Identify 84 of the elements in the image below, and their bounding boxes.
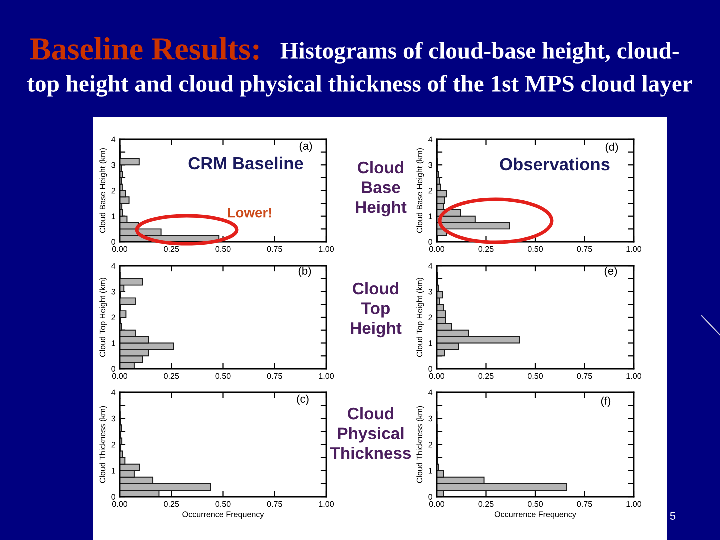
y-tick-label: 4 xyxy=(428,136,433,142)
y-tick-label: 1 xyxy=(112,340,116,346)
x-tick-label: 0.75 xyxy=(267,373,282,380)
x-tick-label: 1.00 xyxy=(626,501,642,508)
y-axis-title: Cloud Thickness (km) xyxy=(100,406,108,484)
text: Histograms of cloud-base height, cloud- xyxy=(280,42,679,64)
x-tick-label: 1.00 xyxy=(319,246,334,252)
x-tick-label: 0.75 xyxy=(267,246,282,252)
x-tick-label: 0.75 xyxy=(577,373,592,380)
x-tick-label: 1.00 xyxy=(319,501,334,508)
annotation: CRM Baseline xyxy=(188,156,304,170)
x-tick-label: 0.25 xyxy=(164,246,180,252)
annotation: (a) xyxy=(300,142,312,152)
text: 5 xyxy=(670,512,676,520)
annotation: (f) xyxy=(601,396,611,408)
y-axis-title: Cloud Top Height (km) xyxy=(100,278,108,358)
x-tick-label: 0.50 xyxy=(528,501,544,508)
y-tick-label: 0 xyxy=(112,366,116,372)
y-tick-label: 4 xyxy=(112,390,116,396)
x-tick-label: 0.75 xyxy=(577,246,592,252)
y-tick-label: 0 xyxy=(428,366,433,372)
x-tick-label: 0.50 xyxy=(216,373,231,380)
x-tick-label: 0.00 xyxy=(112,501,128,508)
y-tick-label: 3 xyxy=(112,289,116,295)
y-tick-label: 3 xyxy=(428,162,432,168)
text: Cloud Physical Thickness xyxy=(330,407,412,460)
x-tick-label: 0.25 xyxy=(164,373,180,380)
y-tick-label: 1 xyxy=(428,214,432,220)
y-tick-label: 2 xyxy=(112,188,116,194)
x-tick-label: 0.00 xyxy=(429,246,445,252)
x-tick-label: 0.50 xyxy=(528,246,544,252)
y-tick-label: 1 xyxy=(428,340,432,346)
x-tick-label: 1.00 xyxy=(319,373,334,380)
text: Cloud Base Height xyxy=(356,161,407,217)
x-tick-label: 0.00 xyxy=(429,373,445,380)
x-tick-label: 1.00 xyxy=(626,246,642,252)
x-tick-label: 0.50 xyxy=(528,373,544,380)
y-tick-label: 4 xyxy=(112,263,116,269)
x-tick-label: 0.75 xyxy=(577,501,592,508)
y-tick-label: 3 xyxy=(428,416,432,422)
text: top height and cloud physical thickness of the 1st MPS cloud layer xyxy=(28,75,692,97)
y-tick-label: 3 xyxy=(112,162,116,168)
annotation: Lower! xyxy=(228,208,272,218)
y-tick-label: 4 xyxy=(112,136,116,142)
y-tick-label: 0 xyxy=(428,239,433,245)
x-tick-label: 0.75 xyxy=(267,501,282,508)
x-tick-label: 0.25 xyxy=(164,501,180,508)
y-tick-label: 0 xyxy=(112,494,116,500)
annotation: (d) xyxy=(606,142,618,154)
x-tick-label: 0.00 xyxy=(112,373,128,380)
y-axis-title: Cloud Base Height (km) xyxy=(416,148,424,234)
x-tick-label: 0.25 xyxy=(478,246,494,252)
x-tick-label: 0.50 xyxy=(216,501,231,508)
y-tick-label: 2 xyxy=(428,188,432,194)
y-tick-label: 1 xyxy=(112,214,116,220)
y-axis-title: Cloud Top Height (km) xyxy=(416,278,424,358)
y-tick-label: 1 xyxy=(112,468,116,474)
y-tick-label: 2 xyxy=(112,314,116,320)
chart-title: Baseline Results: xyxy=(30,38,259,60)
x-tick-label: 0.00 xyxy=(112,246,128,252)
x-tick-label: 0.25 xyxy=(478,373,494,380)
x-tick-label: 1.00 xyxy=(626,373,642,380)
x-tick-label: 0.00 xyxy=(429,501,445,508)
y-axis-title: Cloud Base Height (km) xyxy=(100,148,108,234)
x-axis-title: Occurrence Frequency xyxy=(182,512,264,519)
y-axis-title: Cloud Thickness (km) xyxy=(416,406,424,484)
y-tick-label: 0 xyxy=(112,239,116,245)
y-tick-label: 4 xyxy=(428,263,433,269)
x-tick-label: 0.25 xyxy=(478,501,494,508)
y-tick-label: 2 xyxy=(428,314,432,320)
text: Cloud Top Height xyxy=(351,282,402,338)
y-tick-label: 3 xyxy=(112,416,116,422)
y-tick-label: 0 xyxy=(428,494,433,500)
y-tick-label: 1 xyxy=(428,468,432,474)
annotation: Observations xyxy=(500,158,610,171)
y-tick-label: 4 xyxy=(428,390,433,396)
annotation: (c) xyxy=(297,394,309,406)
annotation: (b) xyxy=(298,266,312,278)
x-tick-label: 0.50 xyxy=(216,246,231,252)
y-tick-label: 3 xyxy=(428,289,432,295)
y-tick-label: 2 xyxy=(428,442,432,448)
y-tick-label: 2 xyxy=(112,442,116,448)
annotation: (e) xyxy=(604,266,618,278)
x-axis-title: Occurrence Frequency xyxy=(494,512,576,519)
